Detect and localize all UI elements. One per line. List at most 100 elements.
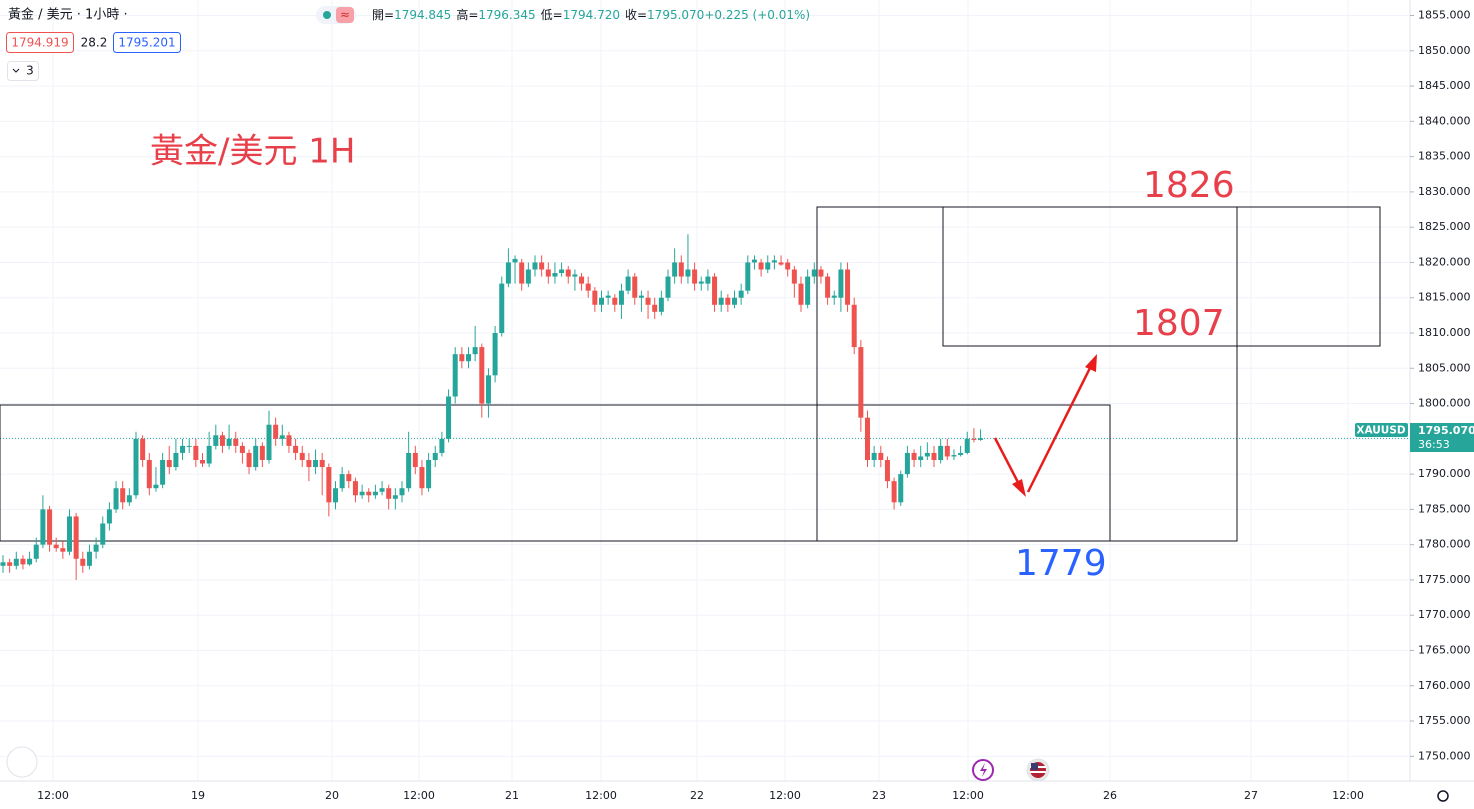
candle-body [226,438,232,446]
flag-canton [1031,763,1038,770]
candle-body [33,544,39,559]
candle-body [239,445,245,453]
candle-body [306,459,312,468]
candle-body [73,516,79,559]
candle-body [180,445,186,453]
y-tick-label: 1835.000 [1418,150,1471,163]
candle-body [186,445,192,447]
candle-body [898,474,904,503]
y-tick-label: 1820.000 [1418,255,1471,268]
y-tick-label: 1845.000 [1418,79,1471,92]
candle-body [964,438,970,453]
candle-body [505,262,511,284]
symbol-tag-text: XAUUSD [1356,425,1406,437]
symbol-tag [1355,423,1408,437]
ohlc-value: 1796.345 [478,8,535,22]
annotation-title: 黃金/美元 1H [150,132,355,172]
flag-stripe [1030,771,1046,773]
y-tick-label: 1790.000 [1418,467,1471,480]
candle-body [346,474,352,482]
bid-box[interactable] [6,32,74,53]
candle-body [745,262,751,291]
y-tick-label: 1810.000 [1418,326,1471,339]
candle-body [798,283,804,305]
ohlc-value: 1794.720 [563,8,620,22]
candle-body [106,509,112,524]
candle-body [579,276,585,284]
candle-body [818,269,824,277]
candle-body [525,269,531,284]
candle-body [80,558,86,566]
candle-body [319,459,325,468]
candle-body [133,438,139,496]
ask-box[interactable] [113,32,181,53]
candle-body [738,290,744,298]
candle-body [146,459,152,489]
candle-body [273,424,279,439]
candle-body [472,347,478,355]
x-tick-label: 12:00 [952,789,984,802]
candle-body [645,297,651,305]
candle-body [466,354,471,362]
candle-body [705,276,711,284]
candle-body [313,459,319,468]
candle-body [419,467,425,489]
y-tick-label: 1830.000 [1418,185,1471,198]
candle-body [599,297,604,305]
candle-body [858,347,864,418]
candle-body [951,455,957,457]
x-tick-label: 22 [690,789,704,802]
arrowhead [1012,479,1026,497]
candle-body [366,491,372,496]
candle-body [698,281,704,284]
candle-body [884,459,890,482]
settings-icon[interactable] [1437,790,1449,802]
candle-body [718,297,724,305]
ohlc-value: +0.225 (+0.01%) [704,8,810,22]
candle-body [572,274,578,277]
candle-body [871,452,877,460]
candle-body [193,445,199,460]
candle-body [120,488,126,503]
candle-body [638,295,644,298]
candle-body [632,276,638,298]
candle-body [7,562,13,566]
candle-body [339,474,345,489]
candle-body [206,445,212,464]
lightning [980,763,987,777]
symbol-title: 黃金 / 美元 · 1小時 · [8,7,128,23]
x-tick-label: 20 [325,789,339,802]
candle-body [825,276,831,298]
candle-body [552,273,558,277]
candle-body [838,269,844,298]
candle-body [612,297,618,305]
level-label: 1807 [1133,303,1225,344]
y-tick-label: 1815.000 [1418,291,1471,304]
candle-body [20,558,26,565]
candle-body [811,269,817,277]
candle-body [266,424,272,460]
candle-body [160,459,166,485]
y-tick-label: 1805.000 [1418,361,1471,374]
candle-body [585,283,591,291]
candle-body [27,558,33,565]
candle-body [805,276,811,305]
candle-body [53,544,59,549]
candle-body [918,456,924,460]
candle-body [485,375,491,404]
ohlc-value: 1795.070 [647,8,704,22]
candle-body [519,262,525,284]
candle-body [67,516,72,552]
candle-body [865,417,870,460]
ohlc-label: 開= [372,8,394,22]
scroll-button[interactable] [6,746,38,778]
countdown: 36:53 [1418,438,1450,451]
bid: 1794.919 [11,36,68,50]
x-tick-label: 23 [872,789,886,802]
candle-body [878,452,884,460]
indicator-toggle[interactable] [7,61,39,81]
candle-body [931,452,937,460]
candle-body [625,276,631,291]
candle-body [765,262,771,270]
